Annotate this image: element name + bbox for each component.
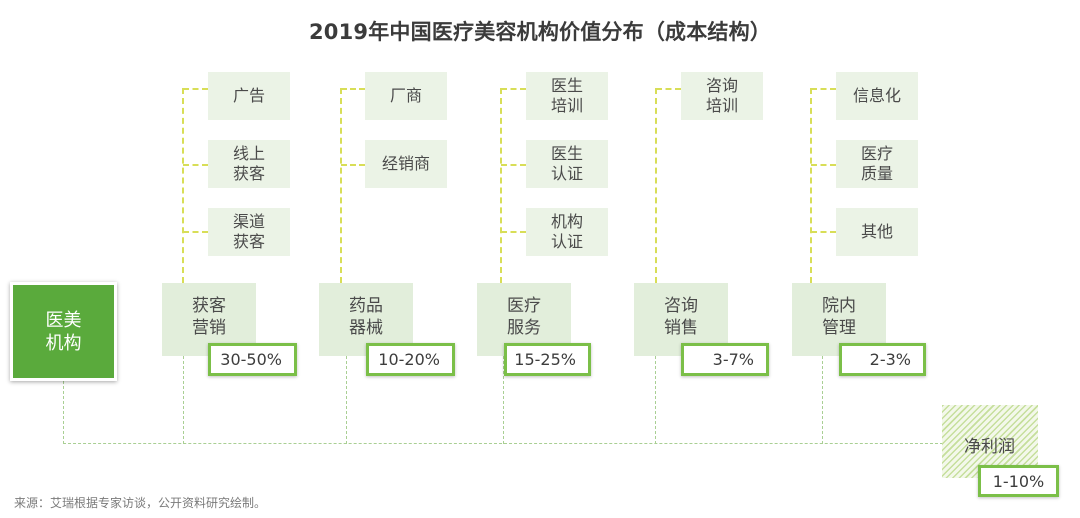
connector-line [340,88,342,283]
diagram-title: 2019年中国医疗美容机构价值分布（成本结构） [308,20,772,44]
connector-line [63,381,64,444]
sub-item-advertising: 广告 [208,72,290,120]
connector-line [501,88,526,90]
sub-item-consulting-training: 咨询 培训 [681,72,763,120]
connector-line [341,164,365,166]
root-node-medical-aesthetic-institution: 医美 机构 [10,282,117,381]
sub-item-online-acquisition: 线上 获客 [208,140,290,188]
percent-badge-net-profit: 1-10% [978,465,1059,497]
sub-item-other: 其他 [836,208,918,256]
sub-item-institution-certification: 机构 认证 [526,208,608,256]
sub-item-doctor-certification: 医生 认证 [526,140,608,188]
percent-badge-customer-acquisition: 30-50% [208,343,297,376]
percent-badge-consulting-sales: 3-7% [681,343,769,376]
connector-line [811,88,836,90]
connector-line [63,443,943,444]
connector-line [183,356,184,444]
connector-line [183,231,208,233]
connector-line [182,88,184,283]
connector-line [811,164,836,166]
percent-badge-medical-services: 15-25% [504,343,591,376]
connector-line [656,88,681,90]
connector-line [822,356,823,444]
sub-item-distributor: 经销商 [365,140,447,188]
sub-item-medical-quality: 医疗 质量 [836,140,918,188]
connector-line [500,88,502,283]
connector-line [183,88,208,90]
connector-line [501,231,526,233]
connector-line [655,356,656,444]
net-profit-label: 净利润 [964,437,1015,457]
connector-line [503,356,504,444]
sub-item-manufacturer: 厂商 [365,72,447,120]
sub-item-doctor-training: 医生 培训 [526,72,608,120]
net-profit-node: 净利润 [942,405,1038,478]
sub-item-channel-acquisition: 渠道 获客 [208,208,290,256]
connector-line [811,231,836,233]
connector-line [346,356,347,444]
connector-line [341,88,365,90]
connector-line [810,88,812,283]
sub-item-informatization: 信息化 [836,72,918,120]
connector-line [655,88,657,283]
connector-line [501,164,526,166]
connector-line [183,164,208,166]
source-note: 来源：艾瑞根据专家访谈，公开资料研究绘制。 [14,496,267,510]
percent-badge-drugs-devices: 10-20% [366,343,455,376]
percent-badge-internal-management: 2-3% [839,343,926,376]
